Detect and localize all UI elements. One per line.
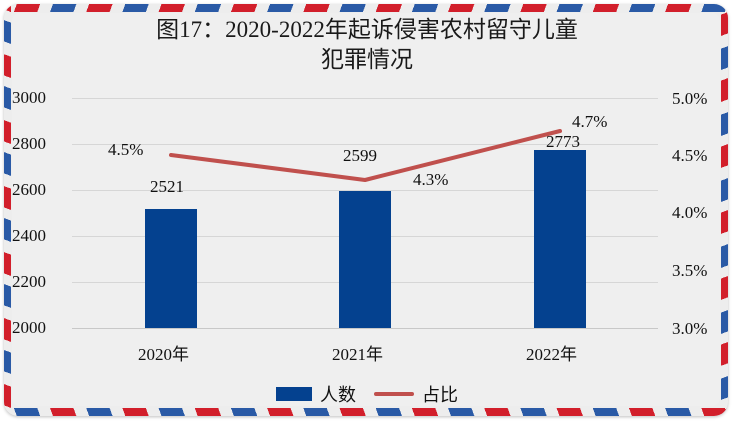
legend-line-label: 占比: [422, 385, 458, 405]
legend: 人数 占比: [0, 381, 734, 407]
x-label-2021: 2021年: [332, 345, 383, 364]
y-tick-right: 3.0%: [672, 319, 708, 338]
bar-label-2020: 2521: [150, 177, 184, 196]
airmail-border-left: [4, 4, 11, 416]
y-tick-left: 2400: [12, 226, 46, 245]
x-label-2020: 2020年: [138, 345, 189, 364]
legend-bar-label: 人数: [320, 385, 356, 405]
line-label-2020: 4.5%: [108, 140, 144, 159]
line-label-2022: 4.7%: [572, 112, 608, 131]
y-tick-left: 2600: [12, 180, 46, 199]
line-label-2021: 4.3%: [413, 170, 449, 189]
y-tick-right: 4.5%: [672, 146, 708, 165]
envelope-frame: [4, 4, 728, 416]
x-label-2022: 2022年: [526, 345, 577, 364]
legend-bar-swatch: [276, 387, 312, 401]
y-tick-right: 4.0%: [672, 203, 708, 222]
chart-title-line1: 图17：2020-2022年起诉侵害农村留守儿童: [156, 17, 578, 42]
airmail-border-bottom: [4, 408, 728, 416]
chart-title-line2: 犯罪情况: [321, 47, 413, 72]
bar-label-2022: 2773: [546, 132, 580, 151]
y-tick-left: 3000: [12, 88, 46, 107]
y-tick-right: 3.5%: [672, 261, 708, 280]
y-tick-left: 2000: [12, 318, 46, 337]
y-tick-left: 2200: [12, 272, 46, 291]
y-tick-right: 5.0%: [672, 89, 708, 108]
bar-2020: [145, 209, 197, 328]
gridline: [72, 190, 658, 191]
bar-label-2021: 2599: [343, 146, 377, 165]
x-axis-line: [72, 328, 658, 329]
airmail-border-top: [4, 4, 728, 12]
bar-2021: [339, 191, 391, 328]
gridline: [72, 98, 658, 99]
bar-2022: [534, 150, 586, 328]
y-tick-left: 2800: [12, 134, 46, 153]
gridline: [72, 144, 658, 145]
airmail-border-right: [721, 4, 728, 416]
legend-line-swatch: [374, 392, 414, 396]
